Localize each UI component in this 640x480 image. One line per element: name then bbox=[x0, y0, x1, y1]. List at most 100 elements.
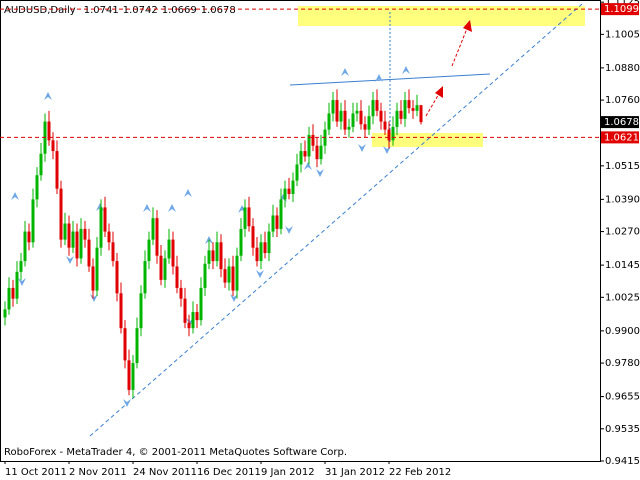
candle-body bbox=[235, 255, 239, 291]
candle-body bbox=[131, 363, 135, 390]
candle-body bbox=[263, 242, 267, 254]
candle-body bbox=[343, 110, 347, 130]
candle-body bbox=[111, 242, 115, 262]
candle-body bbox=[347, 126, 351, 130]
candle-body bbox=[367, 116, 371, 130]
candle-body bbox=[115, 261, 119, 294]
symbol: AUDUSD,Daily bbox=[4, 5, 76, 16]
candle-body bbox=[31, 199, 35, 243]
candle-body bbox=[311, 134, 315, 146]
candle-body bbox=[307, 134, 311, 157]
candle-body bbox=[99, 207, 103, 248]
last-price-box bbox=[601, 116, 639, 129]
candle-body bbox=[35, 175, 39, 200]
candle-body bbox=[219, 242, 223, 270]
candle-body bbox=[387, 129, 391, 141]
candle-body bbox=[223, 269, 227, 283]
candle-body bbox=[267, 231, 271, 254]
chart-title: AUDUSD,Daily 1.0741 1.0742 1.0669 1.0678 bbox=[4, 5, 236, 16]
candle-body bbox=[75, 231, 79, 259]
candle-body bbox=[163, 258, 167, 280]
candle-body bbox=[243, 207, 247, 229]
x-tick-label: 9 Jan 2012 bbox=[261, 467, 315, 478]
candle-body bbox=[139, 293, 143, 329]
candle-body bbox=[7, 287, 11, 310]
candle-body bbox=[215, 242, 219, 262]
candle-body bbox=[419, 105, 423, 123]
last-open: 1.0741 bbox=[84, 5, 119, 16]
y-tick-label: 0.9780 bbox=[605, 358, 640, 369]
resistance-line bbox=[289, 73, 491, 86]
y-tick-label: 1.0025 bbox=[605, 292, 640, 303]
candle-body bbox=[135, 328, 139, 364]
candle-body bbox=[63, 223, 67, 240]
candle-body bbox=[355, 110, 359, 114]
y-tick-label: 1.0880 bbox=[605, 63, 640, 74]
y-tick-label: 1.0515 bbox=[605, 161, 640, 172]
last-low: 1.0669 bbox=[162, 5, 197, 16]
target-zone bbox=[298, 6, 585, 26]
y-tick-label: 0.9900 bbox=[605, 326, 640, 337]
candle-body bbox=[179, 287, 183, 299]
x-tick-label: 24 Nov 2011 bbox=[133, 467, 197, 478]
last-high: 1.0742 bbox=[123, 5, 158, 16]
candle-body bbox=[3, 309, 7, 318]
candle-body bbox=[107, 231, 111, 243]
candle-body bbox=[247, 207, 251, 227]
level-box bbox=[601, 131, 639, 144]
x-tick-label: 11 Oct 2011 bbox=[5, 467, 67, 478]
candle-body bbox=[19, 261, 23, 272]
candle-body bbox=[407, 100, 411, 109]
candle-body bbox=[379, 110, 383, 122]
candle-body bbox=[335, 100, 339, 122]
y-tick-label: 1.0145 bbox=[605, 260, 640, 271]
x-tick-label: 22 Feb 2012 bbox=[389, 467, 451, 478]
candle-body bbox=[359, 110, 363, 125]
candle-body bbox=[27, 231, 31, 243]
candle-body bbox=[183, 298, 187, 323]
arrow-head bbox=[463, 20, 472, 32]
plot-frame bbox=[0, 0, 601, 462]
candle-body bbox=[51, 140, 55, 152]
candle-body bbox=[231, 266, 235, 291]
candle-body bbox=[159, 255, 163, 280]
candle-body bbox=[403, 100, 407, 119]
candle-body bbox=[171, 239, 175, 267]
candle-body bbox=[391, 126, 395, 141]
y-tick-label: 0.9655 bbox=[605, 392, 640, 403]
candle-body bbox=[415, 105, 419, 111]
arrow-head bbox=[435, 86, 443, 98]
y-tick-label: 0.9415 bbox=[605, 456, 640, 467]
candle-body bbox=[295, 164, 299, 181]
annotations bbox=[11, 3, 585, 437]
candle-body bbox=[275, 215, 279, 229]
candle-body bbox=[95, 247, 99, 291]
candle-body bbox=[55, 151, 59, 189]
candle-body bbox=[127, 360, 131, 390]
x-tick-label: 16 Dec 2011 bbox=[197, 467, 261, 478]
candle-body bbox=[79, 228, 83, 259]
candle-body bbox=[155, 218, 159, 256]
y-tick-label: 0.9535 bbox=[605, 424, 640, 435]
candle-body bbox=[399, 110, 403, 119]
y-tick-label: 1.0390 bbox=[605, 194, 640, 205]
candle-body bbox=[195, 312, 199, 321]
last-price-label: 1.0678 bbox=[601, 116, 639, 129]
candle-body bbox=[279, 199, 283, 229]
candle-body bbox=[39, 153, 43, 176]
candle-body bbox=[83, 228, 87, 240]
candle-body bbox=[103, 207, 107, 232]
candle-body bbox=[287, 188, 291, 195]
candle-body bbox=[151, 218, 155, 240]
level-label: 1.0621 bbox=[601, 131, 639, 144]
candle-body bbox=[259, 242, 263, 262]
candle-body bbox=[315, 145, 319, 160]
candle-body bbox=[119, 293, 123, 329]
candle-body bbox=[291, 180, 295, 195]
candle-body bbox=[411, 108, 415, 111]
candle-body bbox=[319, 145, 323, 160]
last-close: 1.0678 bbox=[201, 5, 236, 16]
candle-body bbox=[147, 239, 151, 262]
candle-body bbox=[211, 250, 215, 262]
